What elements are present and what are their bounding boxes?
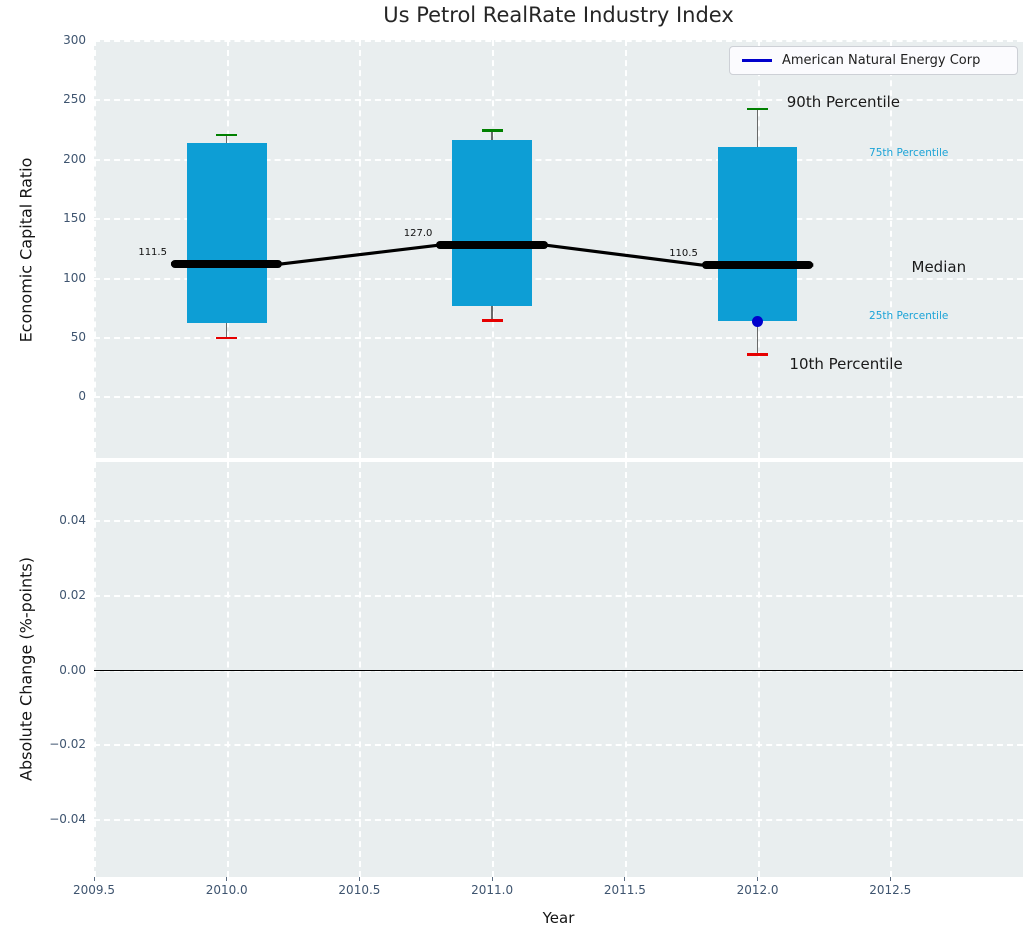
median-bar (170, 259, 283, 268)
median-bar (436, 241, 548, 250)
cap-10th-percentile (216, 336, 238, 340)
gridline-horizontal (94, 744, 1023, 747)
gridline-horizontal (94, 99, 1023, 102)
percentile-box (452, 139, 532, 306)
x-tick-mark (226, 877, 228, 881)
gridline-horizontal (94, 218, 1023, 221)
cap-90th-percentile (746, 107, 769, 111)
x-tick-mark (358, 877, 360, 881)
gridline-horizontal (94, 40, 1023, 42)
y-tick-label-top: 100 (63, 270, 86, 285)
gridline-vertical (94, 40, 96, 458)
x-tick-mark (757, 877, 759, 881)
gridline-vertical (890, 40, 893, 458)
gridline-vertical (624, 40, 627, 458)
gridline-horizontal (94, 819, 1023, 822)
percentile-box (186, 143, 267, 323)
gridline-horizontal (94, 519, 1023, 522)
y-tick-label-top: 0 (78, 389, 86, 404)
y-tick-label-top: 150 (63, 211, 86, 226)
x-tick-label: 2010.5 (338, 883, 381, 897)
gridline-horizontal (94, 277, 1023, 280)
legend-label: American Natural Energy Corp (782, 53, 981, 68)
cap-90th-percentile (481, 128, 503, 132)
median-bar (701, 261, 814, 270)
gridline-horizontal (94, 158, 1023, 161)
gridline-horizontal (94, 336, 1023, 339)
top-plot-area: 111.5 127.0 110.5 90th Percentile 75th Perce… (94, 40, 1023, 458)
annotation-median: Median (911, 257, 967, 276)
zero-axhline (94, 669, 1023, 671)
cap-90th-percentile (216, 133, 238, 137)
cap-10th-percentile (481, 318, 503, 322)
gridline-vertical (359, 40, 362, 458)
y-tick-label-top: 50 (70, 329, 86, 344)
y-tick-label-bottom: −0.04 (49, 812, 86, 827)
gridline-horizontal (94, 669, 1023, 672)
chart-title: Us Petrol RealRate Industry Index (383, 3, 734, 27)
gridline-horizontal (94, 396, 1023, 399)
x-tick-label: 2009.5 (73, 883, 115, 897)
gridline-horizontal (94, 594, 1023, 597)
x-tick-label: 2010.0 (205, 883, 248, 897)
median-value-label: 110.5 (669, 248, 698, 260)
company-data-point (752, 315, 764, 327)
x-tick-mark (491, 877, 493, 881)
y-tick-label-top: 250 (63, 92, 86, 107)
x-tick-mark (624, 877, 626, 881)
x-axis-label: Year (542, 909, 575, 927)
median-value-label: 111.5 (138, 246, 167, 258)
x-tick-mark (93, 877, 95, 881)
median-value-label: 127.0 (403, 228, 433, 240)
y-tick-label-top: 200 (63, 151, 86, 166)
percentile-box (717, 146, 798, 322)
x-tick-label: 2012.0 (736, 883, 779, 897)
x-tick-label: 2011.5 (603, 883, 646, 897)
x-tick-label: 2012.5 (869, 883, 912, 897)
x-tick-label: 2011.0 (471, 883, 514, 897)
annotation-25th-percentile: 25th Percentile (869, 309, 949, 322)
y-tick-label-bottom: 0.00 (59, 662, 86, 677)
y-tick-label-bottom: −0.02 (49, 737, 86, 752)
y-axis-label-top: Economic Capital Ratio (16, 157, 36, 343)
annotation-75th-percentile: 75th Percentile (869, 146, 949, 159)
y-tick-label-bottom: 0.04 (59, 512, 86, 527)
annotation-10th-percentile: 10th Percentile (789, 355, 903, 374)
y-tick-label-top: 300 (63, 33, 86, 47)
legend-line-sample (742, 59, 772, 62)
legend: American Natural Energy Corp (729, 46, 1018, 75)
cap-10th-percentile (746, 353, 769, 356)
x-tick-mark (889, 877, 891, 881)
bottom-plot-area (94, 462, 1023, 877)
y-tick-label-bottom: 0.02 (59, 587, 86, 602)
annotation-90th-percentile: 90th Percentile (786, 92, 901, 111)
